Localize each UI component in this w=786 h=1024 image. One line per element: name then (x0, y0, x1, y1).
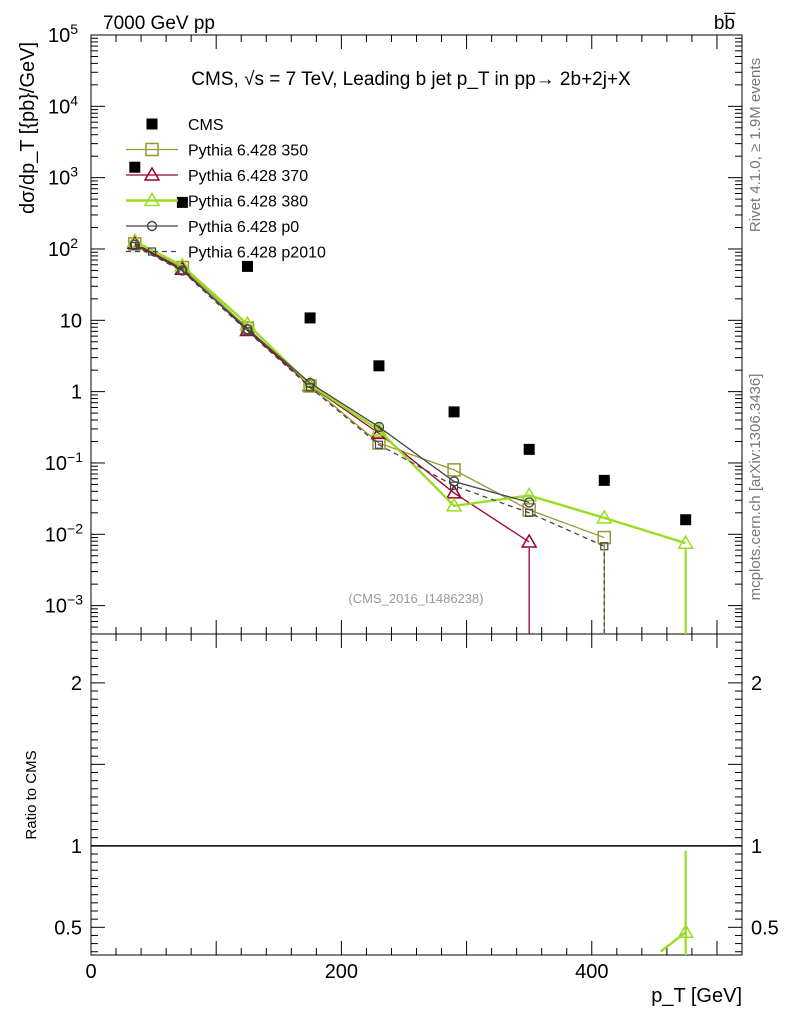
legend-entry: Pythia 6.428 p0 (126, 219, 299, 236)
data-point (520, 533, 538, 548)
x-tick-label: 400 (575, 961, 608, 983)
data-point (523, 497, 535, 508)
process-label: bb̅ (714, 13, 736, 34)
legend-label: Pythia 6.428 370 (188, 168, 308, 185)
data-point (680, 514, 692, 526)
data-point (374, 440, 384, 449)
x-axis-label: p_T [GeV] (651, 985, 742, 1007)
y-axis-label: dσ/dp_T [{pb}/GeV] (17, 42, 39, 214)
ratio-plot-frame (90, 633, 743, 956)
legend-entry: Pythia 6.428 370 (126, 166, 308, 185)
y-tick-label: 103 (48, 164, 78, 190)
series-line (134, 240, 687, 545)
chart-title: CMS, √s = 7 TeV, Leading b jet p_T in pp… (191, 69, 631, 90)
ratio-tick-label: 0.5 (751, 917, 779, 939)
legend-entry: Pythia 6.428 380 (126, 192, 308, 211)
data-point (449, 481, 459, 490)
data-point (373, 360, 385, 372)
data-point (241, 260, 253, 272)
rivet-label: Rivet 4.1.0, ≥ 1.9M events (747, 58, 764, 232)
series-cms (129, 161, 692, 526)
data-point (598, 474, 610, 486)
legend-entry: Pythia 6.428 350 (126, 143, 308, 160)
series-line (134, 242, 530, 543)
data-point (525, 508, 534, 517)
legend-marker (147, 247, 157, 256)
y-tick-label: 1 (71, 382, 82, 404)
legend-entry: CMS (146, 117, 224, 134)
data-point (448, 476, 460, 487)
data-point (595, 509, 613, 524)
legend-marker (145, 142, 159, 157)
data-point (373, 421, 385, 433)
data-point (445, 497, 463, 512)
y-tick-label: 104 (48, 92, 78, 118)
legend-label: Pythia 6.428 p0 (188, 219, 299, 236)
ratio-tick-label: 0.5 (54, 917, 82, 939)
data-point (176, 196, 188, 208)
y-tick-label: 105 (48, 21, 78, 47)
series-line (134, 243, 605, 539)
legend-marker (143, 166, 161, 181)
analysis-id: (CMS_2016_I1486238) (348, 591, 483, 606)
legend-label: Pythia 6.428 350 (188, 143, 308, 160)
data-point (129, 161, 141, 173)
data-point (242, 324, 253, 335)
y-tick-label: 10−3 (45, 592, 83, 618)
series-pythia-6-428-p0 (129, 239, 535, 508)
data-point (178, 266, 187, 276)
y-tick-label: 10−1 (45, 449, 83, 475)
legend-marker (146, 220, 158, 232)
mcplots-label: mcplots.cern.ch [arXiv:1306.3436] (747, 374, 764, 601)
data-point (448, 406, 460, 418)
series-pythia-6-428-380 (126, 232, 694, 549)
legend-entry: Pythia 6.428 p2010 (126, 245, 326, 262)
legend-marker (143, 192, 161, 207)
ratio-tick-label: 2 (751, 673, 762, 695)
x-tick-label: 0 (85, 961, 96, 983)
data-point (447, 463, 461, 477)
ratio-tick-label: 1 (71, 836, 82, 858)
energy-label: 7000 GeV pp (103, 13, 215, 34)
data-point (304, 312, 316, 324)
series-pythia-6-428-370 (126, 234, 538, 548)
ratio-axis-label: Ratio to CMS (23, 750, 40, 839)
data-point (520, 486, 538, 502)
legend-label: CMS (188, 117, 224, 134)
legend-label: Pythia 6.428 p2010 (188, 245, 326, 262)
series-line (134, 244, 530, 504)
legend-label: Pythia 6.428 380 (188, 194, 308, 211)
ratio-tick-label: 2 (71, 673, 82, 695)
data-point (243, 327, 252, 336)
legend-marker (146, 118, 158, 130)
data-point (677, 534, 694, 549)
y-tick-label: 102 (48, 235, 78, 261)
x-tick-label: 200 (325, 961, 358, 983)
data-point (130, 241, 139, 251)
ratio-series (659, 850, 694, 955)
data-point (372, 436, 386, 450)
series-line (134, 245, 605, 547)
ratio-point (677, 923, 694, 938)
data-point (303, 379, 317, 393)
y-tick-label: 10−2 (45, 520, 83, 546)
y-tick-label: 10 (60, 310, 82, 332)
series-pythia-6-428-p2010 (130, 241, 609, 551)
data-point (523, 443, 535, 455)
data-point (305, 383, 315, 392)
ratio-line (659, 931, 687, 953)
ratio-tick-label: 1 (751, 836, 762, 858)
